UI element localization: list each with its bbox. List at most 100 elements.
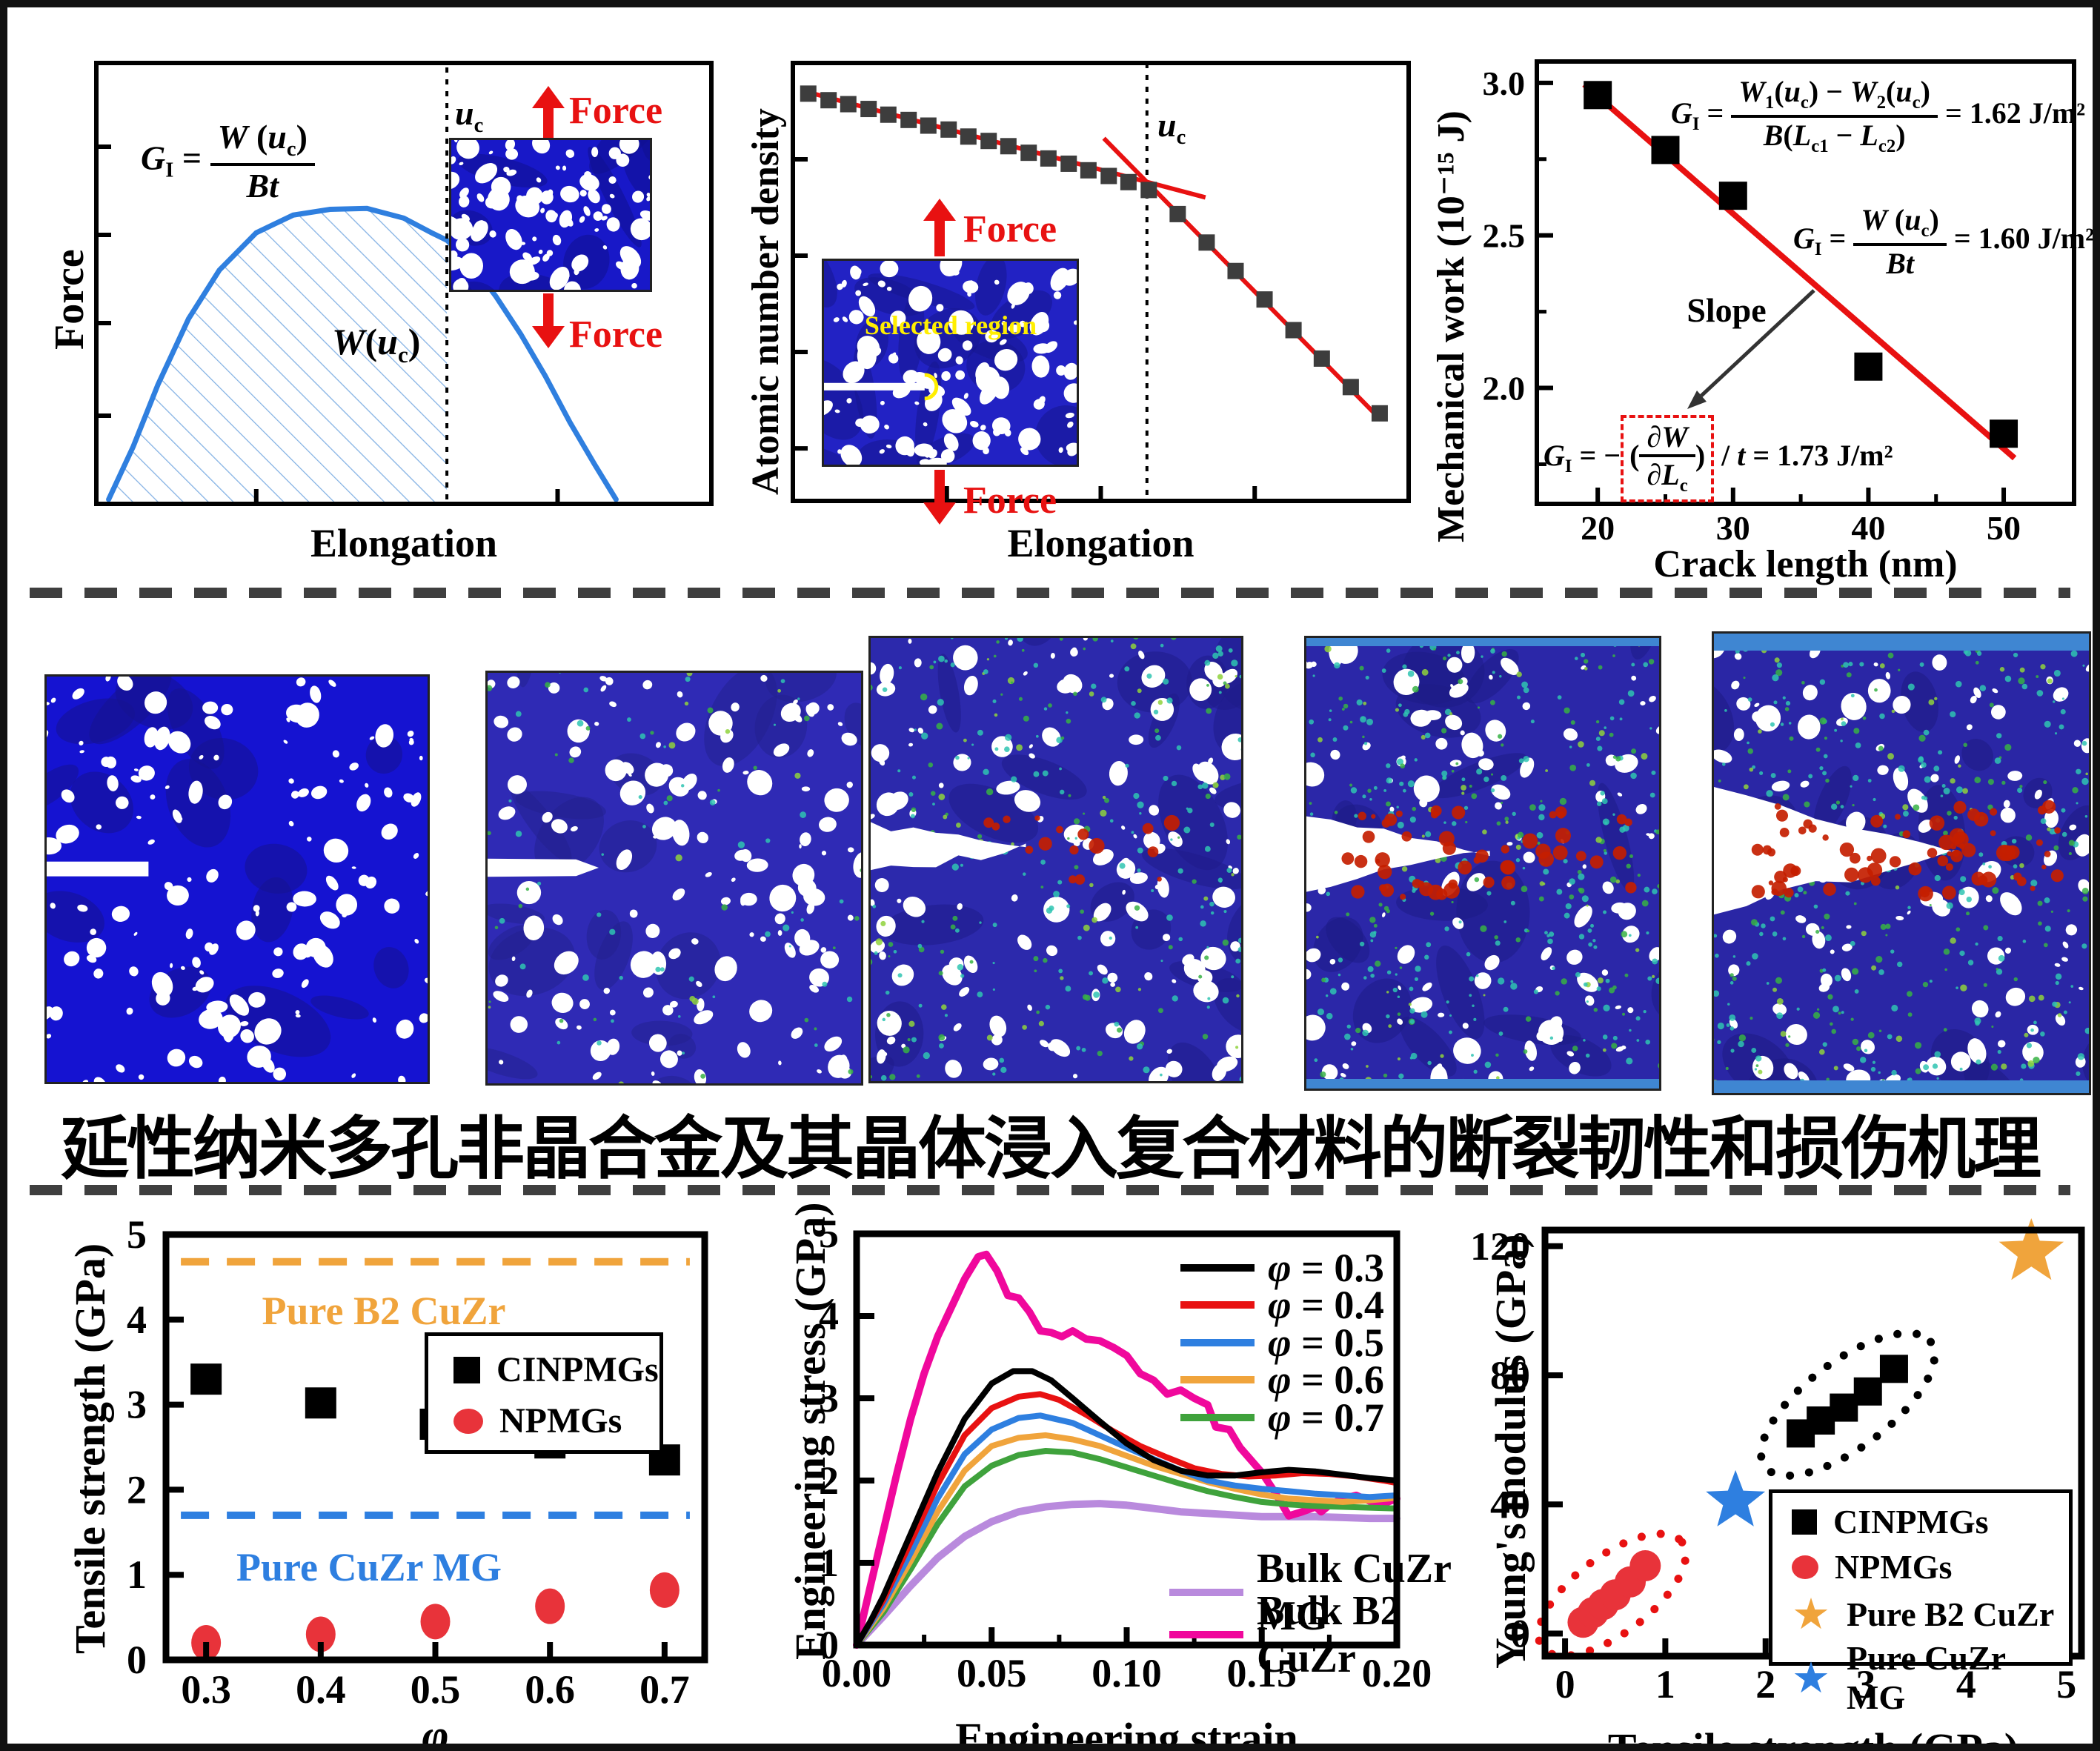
- legend-phi-04: φ = 0.4: [1180, 1282, 1384, 1328]
- b2-star-icon: ★: [1792, 1589, 1830, 1639]
- stress-x-axis-label: Engineering strain: [955, 1714, 1298, 1751]
- svg-text:2: 2: [819, 1458, 839, 1503]
- svg-text:2.0: 2.0: [1483, 370, 1526, 408]
- svg-text:0.7: 0.7: [639, 1667, 690, 1712]
- selected-region-label: Selected region: [864, 310, 1037, 340]
- panel-stress-strain: 0.00 0.05 0.10 0.15 0.20 0 1 2 3 4 5 Engineering s…: [778, 1202, 1482, 1751]
- mg-star-icon: ★: [1792, 1652, 1830, 1703]
- pure-b2-cuzr-label: Pure B2 CuZr: [262, 1289, 506, 1333]
- tensile-x-axis-label: φ: [422, 1711, 449, 1751]
- svg-text:3: 3: [819, 1376, 839, 1421]
- force-y-axis-label: Force: [47, 249, 93, 350]
- legend: CINPMGs NPMGs: [425, 1332, 663, 1454]
- stress-strain-chart: 0.00 0.05 0.10 0.15 0.20 0 1 2 3 4 5: [819, 1212, 1432, 1695]
- nanoporous-inset-image: [449, 138, 652, 292]
- selected-region-inset-image: [822, 259, 1079, 467]
- cinpmgs-marker-icon: [1792, 1509, 1817, 1535]
- svg-text:2: 2: [1755, 1662, 1775, 1707]
- gi-formula-3: GI = −(∂W ∂Lc) / t = 1.73 J/m²: [1544, 415, 1893, 502]
- svg-text:2: 2: [127, 1467, 147, 1512]
- legend-phi-06: φ = 0.6: [1180, 1357, 1384, 1403]
- tensile-strength-chart: 0.3 0.4 0.5 0.6 0.7 0 1 2 3 4 5: [127, 1212, 708, 1712]
- panel-mechanical-work: 20 30 40 50 2.0 2.5 3.0 Mechanical work (10⁻¹⁵…: [1426, 30, 2095, 585]
- svg-text:1: 1: [127, 1552, 147, 1597]
- svg-text:120: 120: [1470, 1224, 1530, 1269]
- svg-text:40: 40: [1851, 509, 1885, 547]
- svg-text:20: 20: [1581, 509, 1615, 547]
- svg-text:0.10: 0.10: [1091, 1651, 1162, 1695]
- svg-text:0: 0: [1510, 1612, 1530, 1656]
- svg-text:3.0: 3.0: [1483, 64, 1526, 102]
- svg-text:0: 0: [819, 1623, 839, 1667]
- modulus-x-axis-label: Tensile strength (GPa): [1607, 1724, 2019, 1751]
- svg-text:3: 3: [1856, 1662, 1876, 1707]
- force-arrow-label-top: Force: [963, 208, 1057, 250]
- svg-text:0.15: 0.15: [1227, 1651, 1297, 1695]
- uc-label: uc: [455, 94, 484, 138]
- svg-text:0.6: 0.6: [525, 1667, 575, 1712]
- svg-text:1: 1: [819, 1541, 839, 1585]
- legend-bulk-b2-cuzr: Bulk B2 CuZr: [1169, 1587, 1482, 1682]
- svg-text:4: 4: [819, 1294, 839, 1338]
- panel-density-elongation: Atomic number density Elongation uc Forc…: [741, 30, 1482, 578]
- gi-formula-2: GI = W (uc) Bt = 1.60 J/m²: [1793, 203, 2095, 280]
- force-x-axis-label: Elongation: [310, 521, 498, 565]
- density-x-axis-label: Elongation: [1007, 521, 1194, 565]
- svg-text:3: 3: [127, 1383, 147, 1427]
- svg-text:0.5: 0.5: [411, 1667, 461, 1712]
- svg-text:5: 5: [819, 1212, 839, 1256]
- svg-text:2.5: 2.5: [1483, 217, 1526, 255]
- svg-text:80: 80: [1490, 1353, 1530, 1398]
- svg-text:1: 1: [1655, 1662, 1675, 1707]
- svg-text:0.00: 0.00: [822, 1651, 892, 1695]
- dashed-divider-bottom: [30, 1185, 2070, 1195]
- svg-text:50: 50: [1987, 509, 2021, 547]
- dashed-divider-top: [30, 588, 2070, 598]
- legend-phi-07: φ = 0.7: [1180, 1395, 1384, 1441]
- gi-formula: GI = W (uc) Bt: [141, 119, 315, 205]
- svg-text:0.05: 0.05: [957, 1651, 1027, 1695]
- force-arrow-label-bottom: Force: [569, 313, 663, 356]
- density-elongation-chart: [791, 61, 1411, 525]
- slope-label: Slope: [1687, 291, 1767, 329]
- svg-text:30: 30: [1716, 509, 1750, 547]
- svg-text:0: 0: [127, 1638, 147, 1682]
- legend-label-cinpmgs: CINPMGs: [496, 1350, 659, 1389]
- work-x-axis-label: Crack length (nm): [1653, 543, 1958, 585]
- work-area-label: W(uc): [332, 321, 421, 368]
- mechanical-work-chart: 20 30 40 50 2.0 2.5 3.0: [1483, 59, 2076, 547]
- pure-cuzr-mg-label: Pure CuZr MG: [236, 1545, 502, 1589]
- legend: CINPMGs NPMGs ★ Pure B2 CuZr ★ Pure CuZr M…: [1769, 1489, 2073, 1716]
- force-arrow-label-top: Force: [569, 90, 663, 132]
- svg-text:5: 5: [127, 1212, 147, 1257]
- panel-tensile-strength: 0.3 0.4 0.5 0.6 0.7 0 1 2 3 4 5 Tensile strength (…: [30, 1212, 771, 1751]
- force-arrow-label-bottom: Force: [963, 479, 1057, 522]
- legend-label-npmgs: NPMGs: [499, 1401, 622, 1441]
- svg-text:0.4: 0.4: [296, 1667, 346, 1712]
- svg-text:4: 4: [127, 1298, 147, 1342]
- stress-y-axis-label: Engineering stress (GPa): [786, 1202, 834, 1660]
- svg-text:4: 4: [1956, 1662, 1976, 1707]
- cinpmgs-marker-icon: [453, 1356, 480, 1383]
- svg-text:40: 40: [1490, 1482, 1530, 1526]
- svg-text:0: 0: [1555, 1662, 1575, 1707]
- md-snapshot-crack-growth: [1304, 636, 1661, 1091]
- npmgs-marker-icon: [453, 1408, 483, 1434]
- force-elongation-chart: [94, 61, 714, 506]
- work-y-axis-label: Mechanical work (10⁻¹⁵ J): [1430, 110, 1472, 542]
- md-snapshot-crack-blunting: [868, 636, 1243, 1083]
- panel-youngs-modulus: 0 1 2 3 4 5 0 40 80 120 Young's modulus (GPa) Ten…: [1470, 1215, 2093, 1751]
- legend-phi-05: φ = 0.5: [1180, 1320, 1384, 1366]
- modulus-y-axis-label: Young's modulus (GPa): [1486, 1234, 1535, 1669]
- legend-bulk-cuzr-mg: Bulk CuZr MG: [1169, 1545, 1482, 1640]
- md-snapshot-initial-notch: [44, 674, 430, 1084]
- legend-phi-03: φ = 0.3: [1180, 1245, 1384, 1291]
- panel-force-elongation: Force Elongation GI = W (uc) Bt W(uc) uc …: [37, 30, 763, 578]
- uc-label: uc: [1157, 106, 1186, 150]
- tensile-y-axis-label: Tensile strength (GPa): [66, 1243, 114, 1654]
- svg-text:0.20: 0.20: [1362, 1651, 1432, 1695]
- density-y-axis-label: Atomic number density: [745, 108, 787, 495]
- svg-text:0.3: 0.3: [181, 1667, 231, 1712]
- chinese-title: 延性纳米多孔非晶合金及其晶体浸入复合材料的断裂韧性和损伤机理: [60, 1112, 2041, 1187]
